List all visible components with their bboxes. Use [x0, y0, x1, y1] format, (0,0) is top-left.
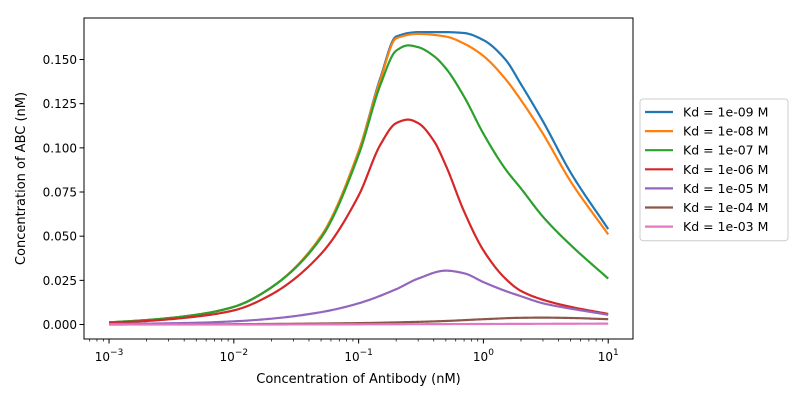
y-tick-label: 0.100 [43, 141, 77, 155]
x-axis: 10−3 10−2 10−1 100 101 [89, 339, 619, 364]
y-tick-label: 0.075 [43, 186, 77, 200]
y-tick-label: 0.025 [43, 274, 77, 288]
y-tick-label: 0.125 [43, 97, 77, 111]
legend-label: Kd = 1e-03 M [683, 219, 768, 234]
legend-box [639, 98, 789, 242]
legend: Kd = 1e-09 M Kd = 1e-08 M Kd = 1e-07 M Kd =… [639, 98, 789, 242]
x-tick-label: 10−3 [95, 348, 124, 364]
legend-label: Kd = 1e-08 M [683, 124, 768, 139]
plot-area [83, 17, 634, 340]
series-line-4 [109, 269, 609, 326]
y-tick-label: 0.050 [43, 230, 77, 244]
legend-label: Kd = 1e-07 M [683, 143, 768, 158]
x-axis-label: Concentration of Antibody (nM) [256, 372, 460, 387]
x-tick-label: 100 [473, 348, 494, 364]
y-tick-label: 0.000 [43, 318, 77, 332]
series-group [108, 31, 610, 326]
series-line-2 [108, 44, 609, 324]
legend-label: Kd = 1e-05 M [683, 181, 768, 196]
x-tick-label: 10−2 [220, 348, 249, 364]
axes-background [84, 18, 633, 339]
series-line-6 [109, 322, 609, 326]
x-tick-label: 10−1 [344, 348, 373, 364]
legend-label: Kd = 1e-04 M [683, 200, 768, 215]
y-tick-label: 0.150 [43, 53, 77, 67]
y-axis: 0.000 0.025 0.050 0.075 0.100 0.125 0.150 [43, 53, 84, 332]
y-axis-label: Concentration of ABC (nM) [14, 92, 29, 265]
legend-label: Kd = 1e-09 M [683, 105, 768, 120]
legend-label: Kd = 1e-06 M [683, 162, 768, 177]
series-line-3 [108, 118, 609, 324]
x-tick-label: 101 [598, 348, 619, 364]
